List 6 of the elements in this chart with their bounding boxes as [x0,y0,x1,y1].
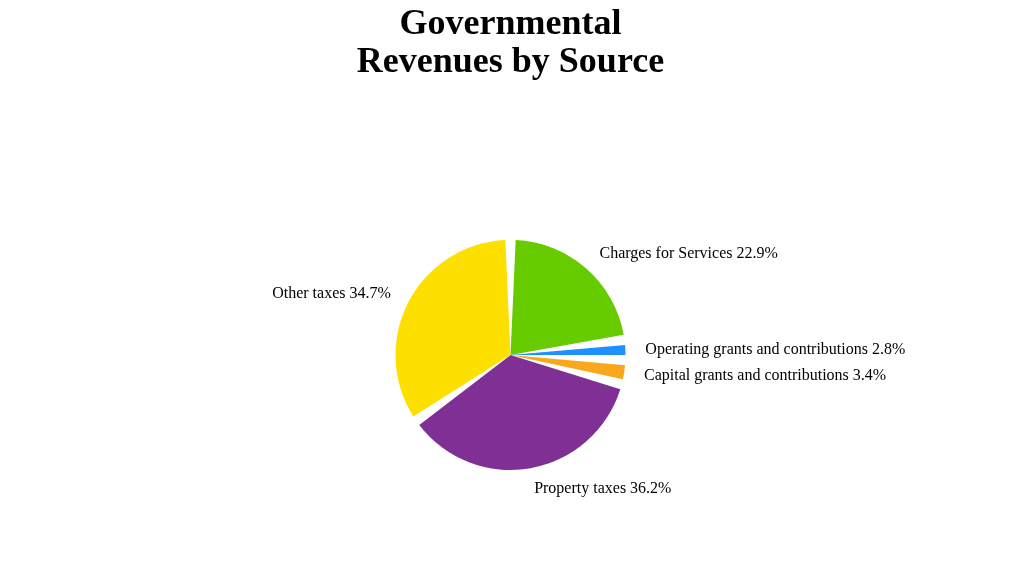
chart-title: Governmental Revenues by Source [356,2,665,80]
slice-label: Property taxes 36.2% [534,478,672,497]
slice-label: Capital grants and contributions 3.4% [643,366,887,385]
slice-label: Charges for Services 22.9% [599,244,778,263]
slice-label: Operating grants and contributions 2.8% [645,340,906,359]
slice-label: Other taxes 34.7% [272,283,391,301]
